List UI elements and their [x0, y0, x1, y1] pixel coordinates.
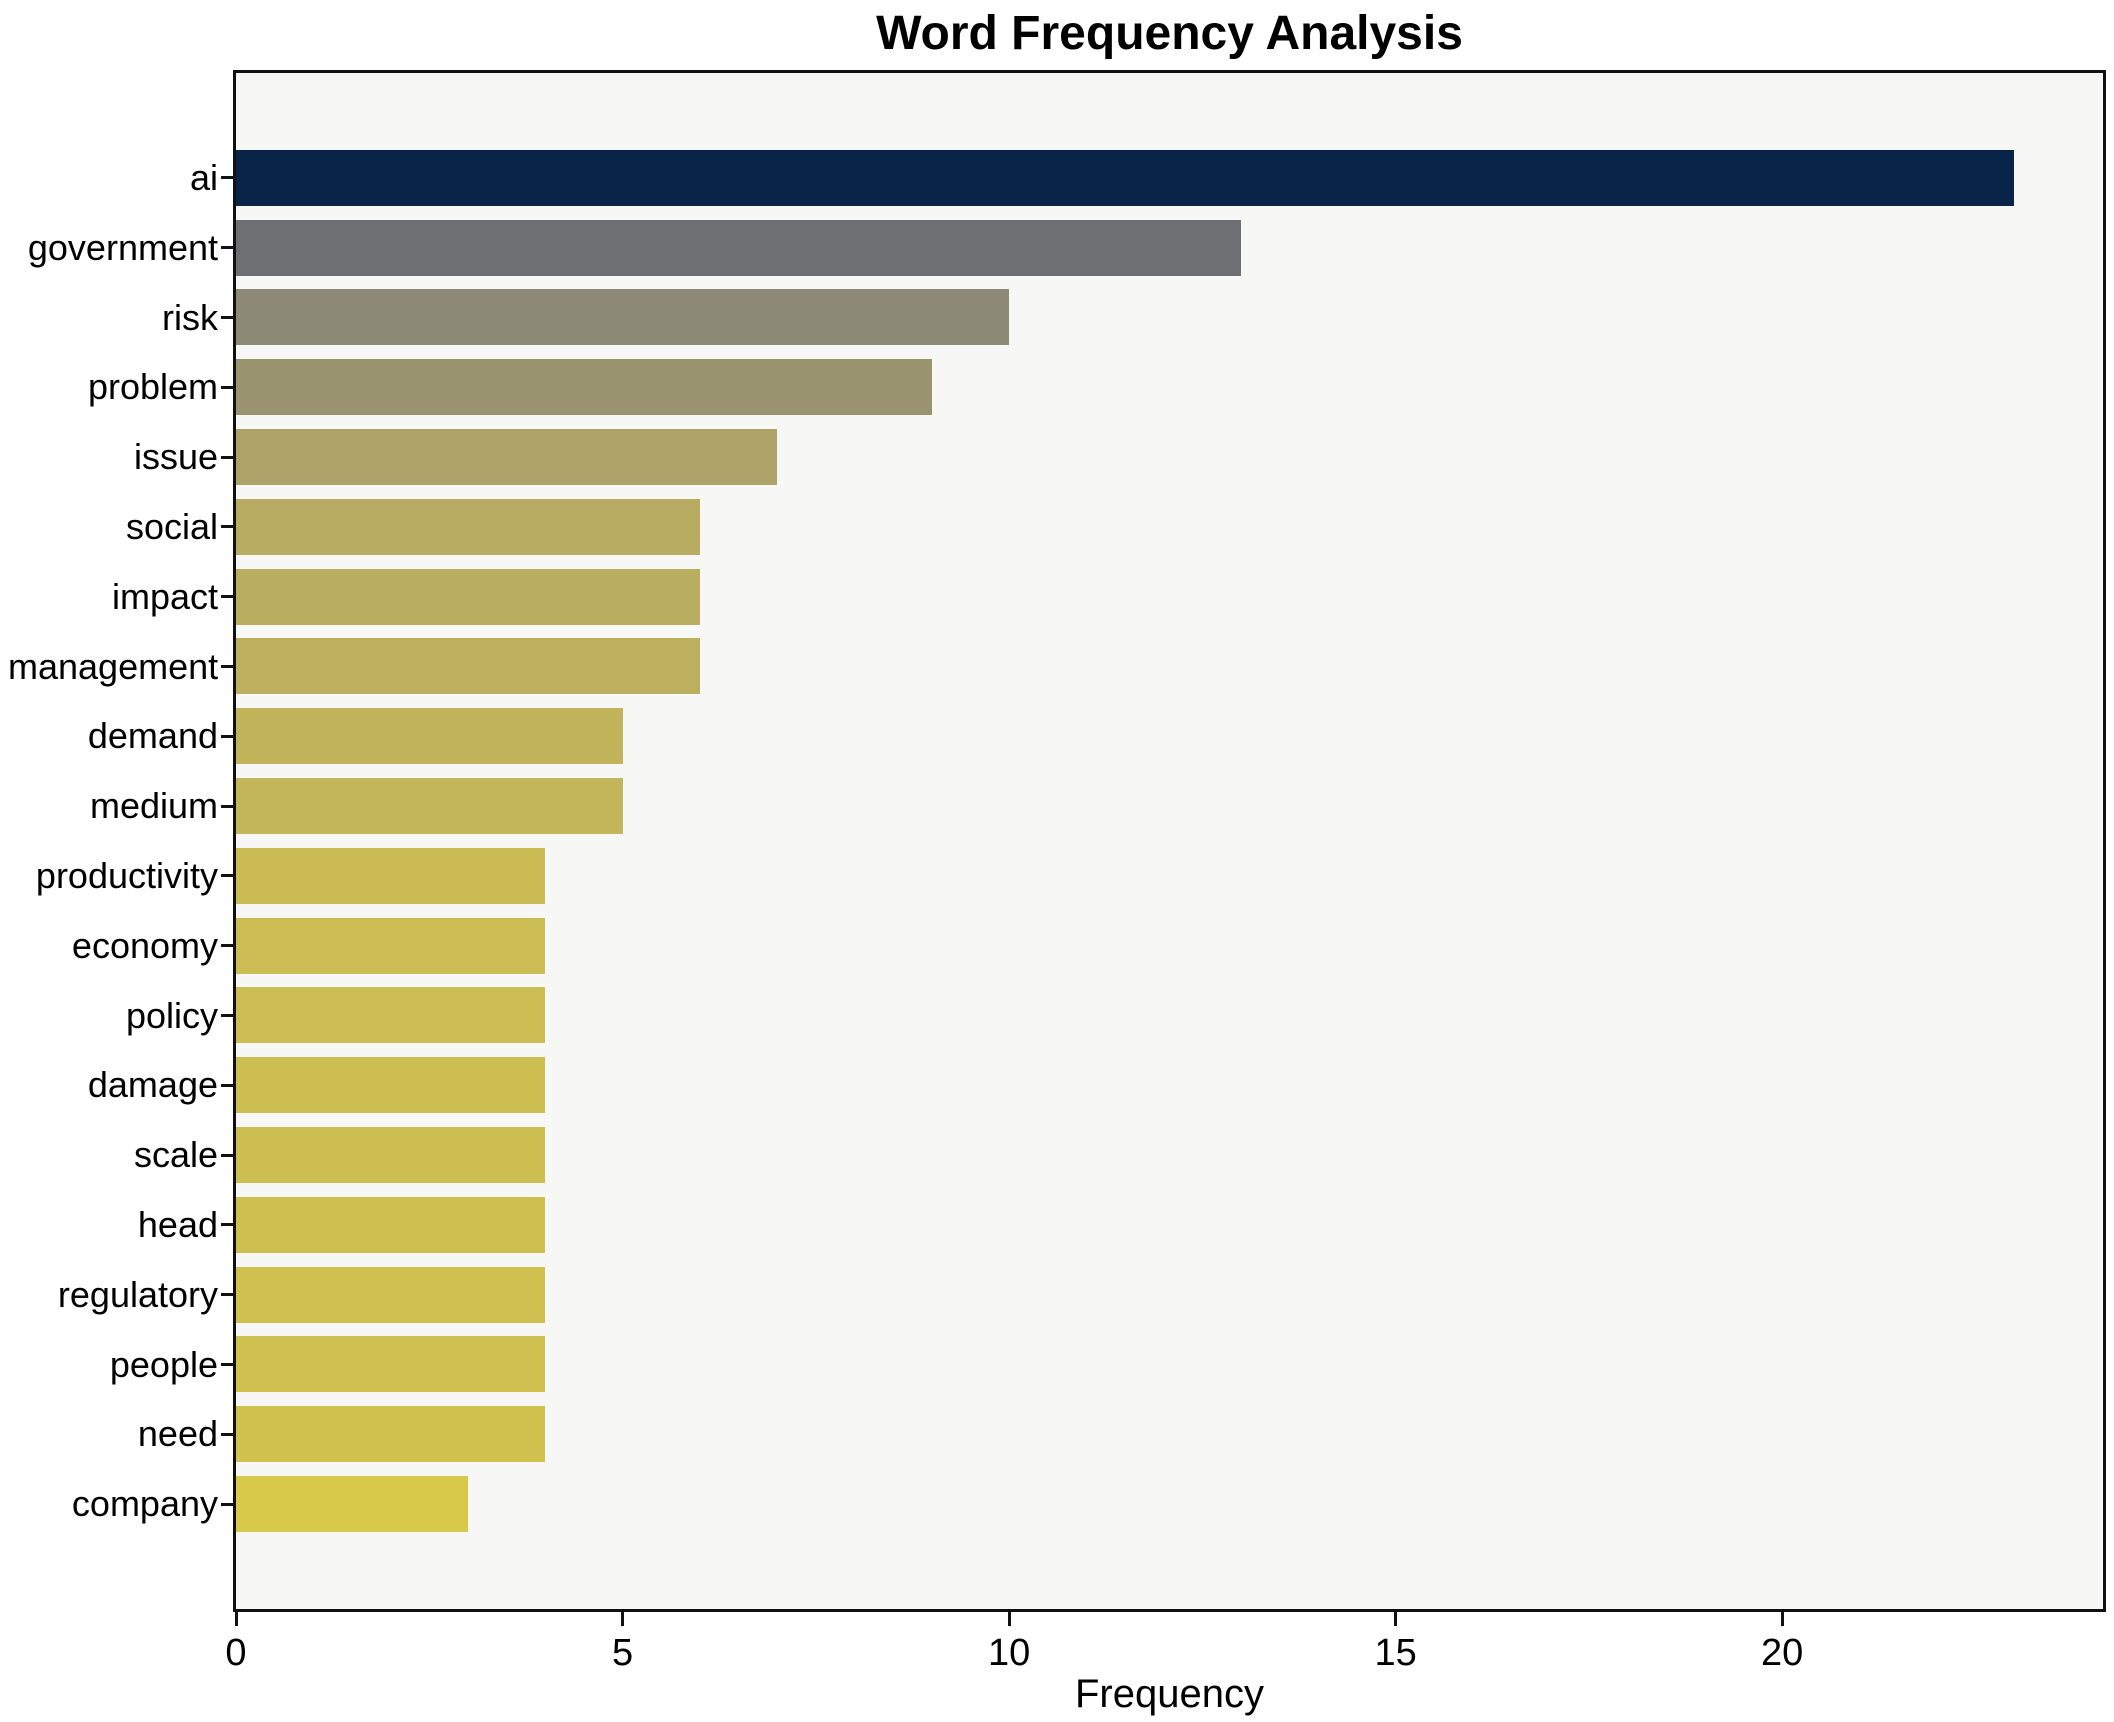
bar-row	[236, 1120, 2103, 1190]
bar-economy	[236, 917, 546, 974]
x-tick-label: 15	[1374, 1632, 1417, 1674]
bar-policy	[236, 987, 546, 1044]
y-tick	[221, 1223, 233, 1227]
y-tick-label: company	[71, 1483, 218, 1525]
bar-impact	[236, 568, 700, 625]
y-tick-label: problem	[87, 366, 218, 408]
bar-row	[236, 562, 2103, 632]
x-tick-label: 20	[1761, 1632, 1804, 1674]
bars-container	[236, 143, 2103, 1539]
bar-need	[236, 1406, 546, 1463]
bar-row	[236, 143, 2103, 213]
bar-row	[236, 352, 2103, 422]
bar-productivity	[236, 847, 546, 904]
bar-row	[236, 213, 2103, 283]
bar-company	[236, 1476, 468, 1533]
y-tick-label: head	[137, 1203, 218, 1245]
y-tick-label: scale	[133, 1134, 218, 1176]
y-tick-label: management	[8, 645, 219, 687]
y-tick	[221, 1363, 233, 1366]
y-tick	[221, 665, 233, 668]
x-tick	[1394, 1612, 1398, 1626]
bar-issue	[236, 429, 778, 486]
y-tick	[221, 316, 233, 319]
y-tick-label: regulatory	[57, 1273, 218, 1315]
y-tick-label: impact	[111, 575, 218, 617]
bar-row	[236, 1399, 2103, 1469]
bar-demand	[236, 708, 623, 765]
bar-people	[236, 1336, 546, 1393]
y-tick	[221, 734, 233, 738]
bar-medium	[236, 778, 623, 835]
bar-row	[236, 1330, 2103, 1400]
y-tick-label: policy	[125, 994, 218, 1036]
x-tick	[1780, 1612, 1784, 1626]
y-tick-label: medium	[89, 785, 218, 827]
bar-regulatory	[236, 1266, 546, 1323]
x-axis-title: Frequency	[1075, 1672, 1264, 1716]
bar-damage	[236, 1057, 546, 1114]
x-tick	[621, 1612, 625, 1626]
y-tick-label: government	[27, 226, 218, 268]
y-tick-label: productivity	[35, 854, 218, 896]
bar-head	[236, 1196, 546, 1253]
y-tick-label: damage	[87, 1064, 218, 1106]
y-tick-label: people	[109, 1343, 218, 1385]
x-tick-label: 0	[225, 1632, 247, 1674]
y-tick	[221, 874, 233, 878]
y-tick	[221, 1014, 233, 1017]
bar-row	[236, 422, 2103, 492]
x-tick-label: 10	[987, 1632, 1031, 1674]
bar-row	[236, 771, 2103, 841]
y-tick-label: ai	[189, 156, 218, 198]
y-tick	[221, 385, 233, 389]
bar-row	[236, 1190, 2103, 1260]
y-tick	[221, 455, 233, 459]
y-tick	[221, 804, 233, 808]
bar-management	[236, 638, 700, 695]
bar-scale	[236, 1127, 546, 1184]
y-tick	[221, 1502, 233, 1506]
bar-row	[236, 701, 2103, 771]
bar-row	[236, 911, 2103, 981]
y-tick	[221, 525, 233, 529]
bar-row	[236, 492, 2103, 562]
y-tick	[221, 595, 233, 599]
y-tick-label: social	[125, 505, 218, 547]
chart-title: Word Frequency Analysis	[876, 7, 1463, 60]
y-tick-label: economy	[71, 924, 218, 966]
plot-area	[233, 70, 2106, 1612]
x-tick-label: 5	[611, 1632, 634, 1674]
bar-ai	[236, 149, 2015, 206]
y-tick	[221, 1153, 233, 1157]
bar-row	[236, 632, 2103, 702]
y-tick-label: risk	[162, 296, 218, 338]
bar-problem	[236, 359, 932, 416]
bar-row	[236, 283, 2103, 353]
bar-government	[236, 219, 1241, 276]
y-tick-label: need	[137, 1413, 218, 1455]
y-tick-label: issue	[133, 436, 218, 478]
x-tick	[1007, 1612, 1011, 1626]
x-tick	[234, 1612, 238, 1626]
y-tick	[221, 1293, 233, 1297]
bar-row	[236, 1050, 2103, 1120]
bar-risk	[236, 289, 1010, 346]
y-tick	[221, 176, 233, 180]
bar-row	[236, 1260, 2103, 1330]
y-tick	[221, 246, 233, 250]
y-tick	[221, 1432, 233, 1436]
bar-row	[236, 981, 2103, 1051]
bar-row	[236, 1469, 2103, 1539]
y-tick	[221, 944, 233, 948]
bar-row	[236, 841, 2103, 911]
bar-social	[236, 498, 700, 555]
y-tick-label: demand	[87, 715, 218, 757]
y-tick	[221, 1083, 233, 1087]
